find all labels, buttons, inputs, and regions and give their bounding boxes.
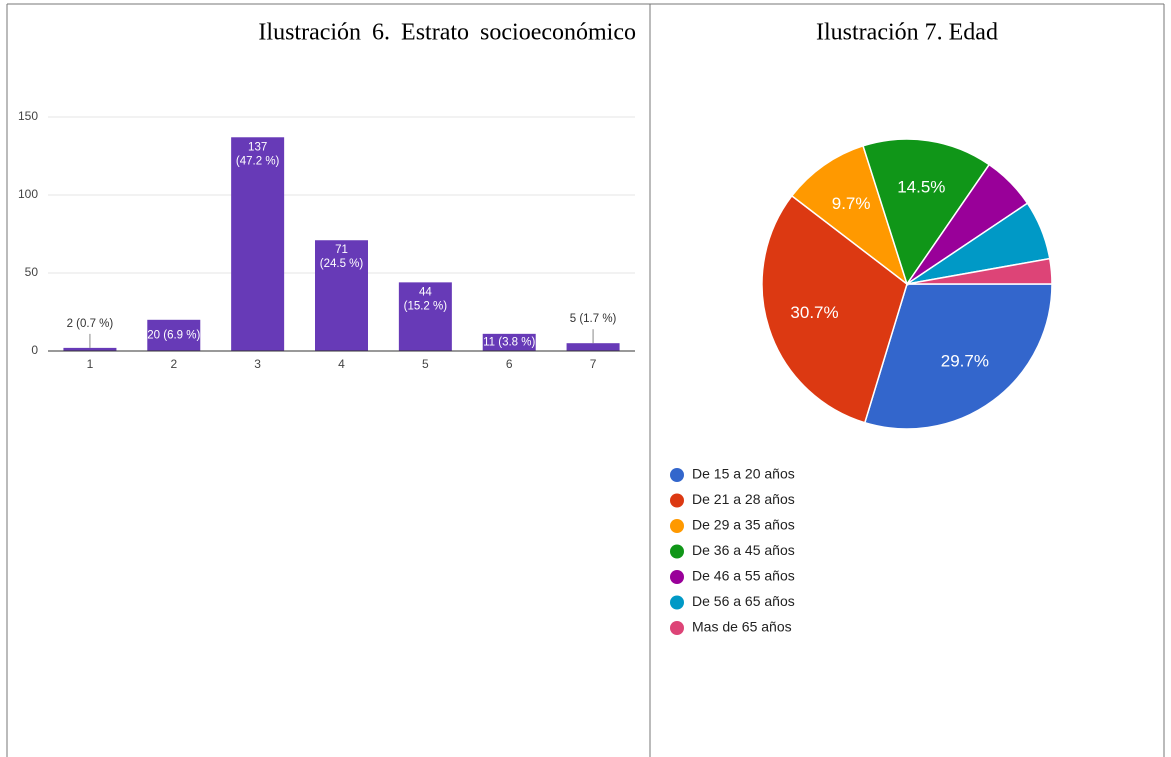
y-tick-label: 0 (31, 343, 38, 357)
x-tick-label: 6 (506, 357, 513, 371)
caption: Ilustración 7. Edad (816, 20, 998, 46)
slice-label: 9.7% (832, 194, 871, 213)
legend-label: De 46 a 55 años (692, 568, 795, 584)
slice-label: 29.7% (941, 352, 989, 371)
y-tick-label: 150 (18, 109, 38, 123)
legend-swatch (670, 544, 684, 559)
bar (315, 240, 368, 351)
value-label: 11 (3.8 %) (483, 336, 535, 348)
legend-label: De 36 a 45 años (692, 542, 795, 558)
bar (566, 343, 620, 351)
value-label: 71 (24.5 %) (320, 244, 364, 270)
legend-swatch (670, 493, 684, 508)
x-tick-label: 2 (170, 357, 177, 371)
bar (63, 347, 117, 351)
pie-slice (863, 283, 1053, 430)
slice-label: 30.7% (790, 303, 838, 322)
legend-swatch (670, 519, 684, 533)
value-label: 5 (1.7 %) (570, 313, 617, 325)
pie-slice (862, 138, 991, 286)
y-tick-label: 50 (25, 265, 39, 279)
value-label: 20 (6.9 %) (147, 329, 200, 341)
x-tick-label: 3 (254, 357, 261, 371)
caption: Ilustración 6. Estrato socioeconómico (258, 20, 636, 46)
bar (147, 319, 201, 351)
legend-swatch (670, 468, 684, 482)
value-label: 2 (0.7 %) (67, 318, 114, 330)
legend-label: Mas de 65 años (692, 619, 792, 635)
y-tick-label: 100 (18, 187, 38, 201)
legend-label: De 15 a 20 años (692, 466, 795, 482)
x-tick-label: 7 (590, 357, 597, 371)
x-tick-label: 1 (87, 357, 94, 371)
value-label: 137 (47.2 %) (236, 141, 280, 167)
legend-swatch (670, 595, 684, 610)
slice-label: 14.5% (897, 177, 945, 196)
pie-slice (790, 144, 909, 287)
value-label: 44 (15.2 %) (404, 286, 448, 312)
legend-label: De 56 a 65 años (692, 593, 795, 609)
x-tick-label: 5 (422, 357, 429, 371)
legend-label: De 21 a 28 años (692, 491, 795, 507)
legend-swatch (670, 621, 684, 635)
pie-slice (906, 257, 1053, 285)
pie-slice (761, 194, 908, 424)
bar (231, 137, 285, 351)
x-tick-label: 4 (338, 357, 345, 371)
legend-label: De 29 a 35 años (692, 517, 795, 533)
bar (482, 333, 536, 351)
bar (398, 282, 452, 351)
legend-swatch (670, 570, 684, 584)
